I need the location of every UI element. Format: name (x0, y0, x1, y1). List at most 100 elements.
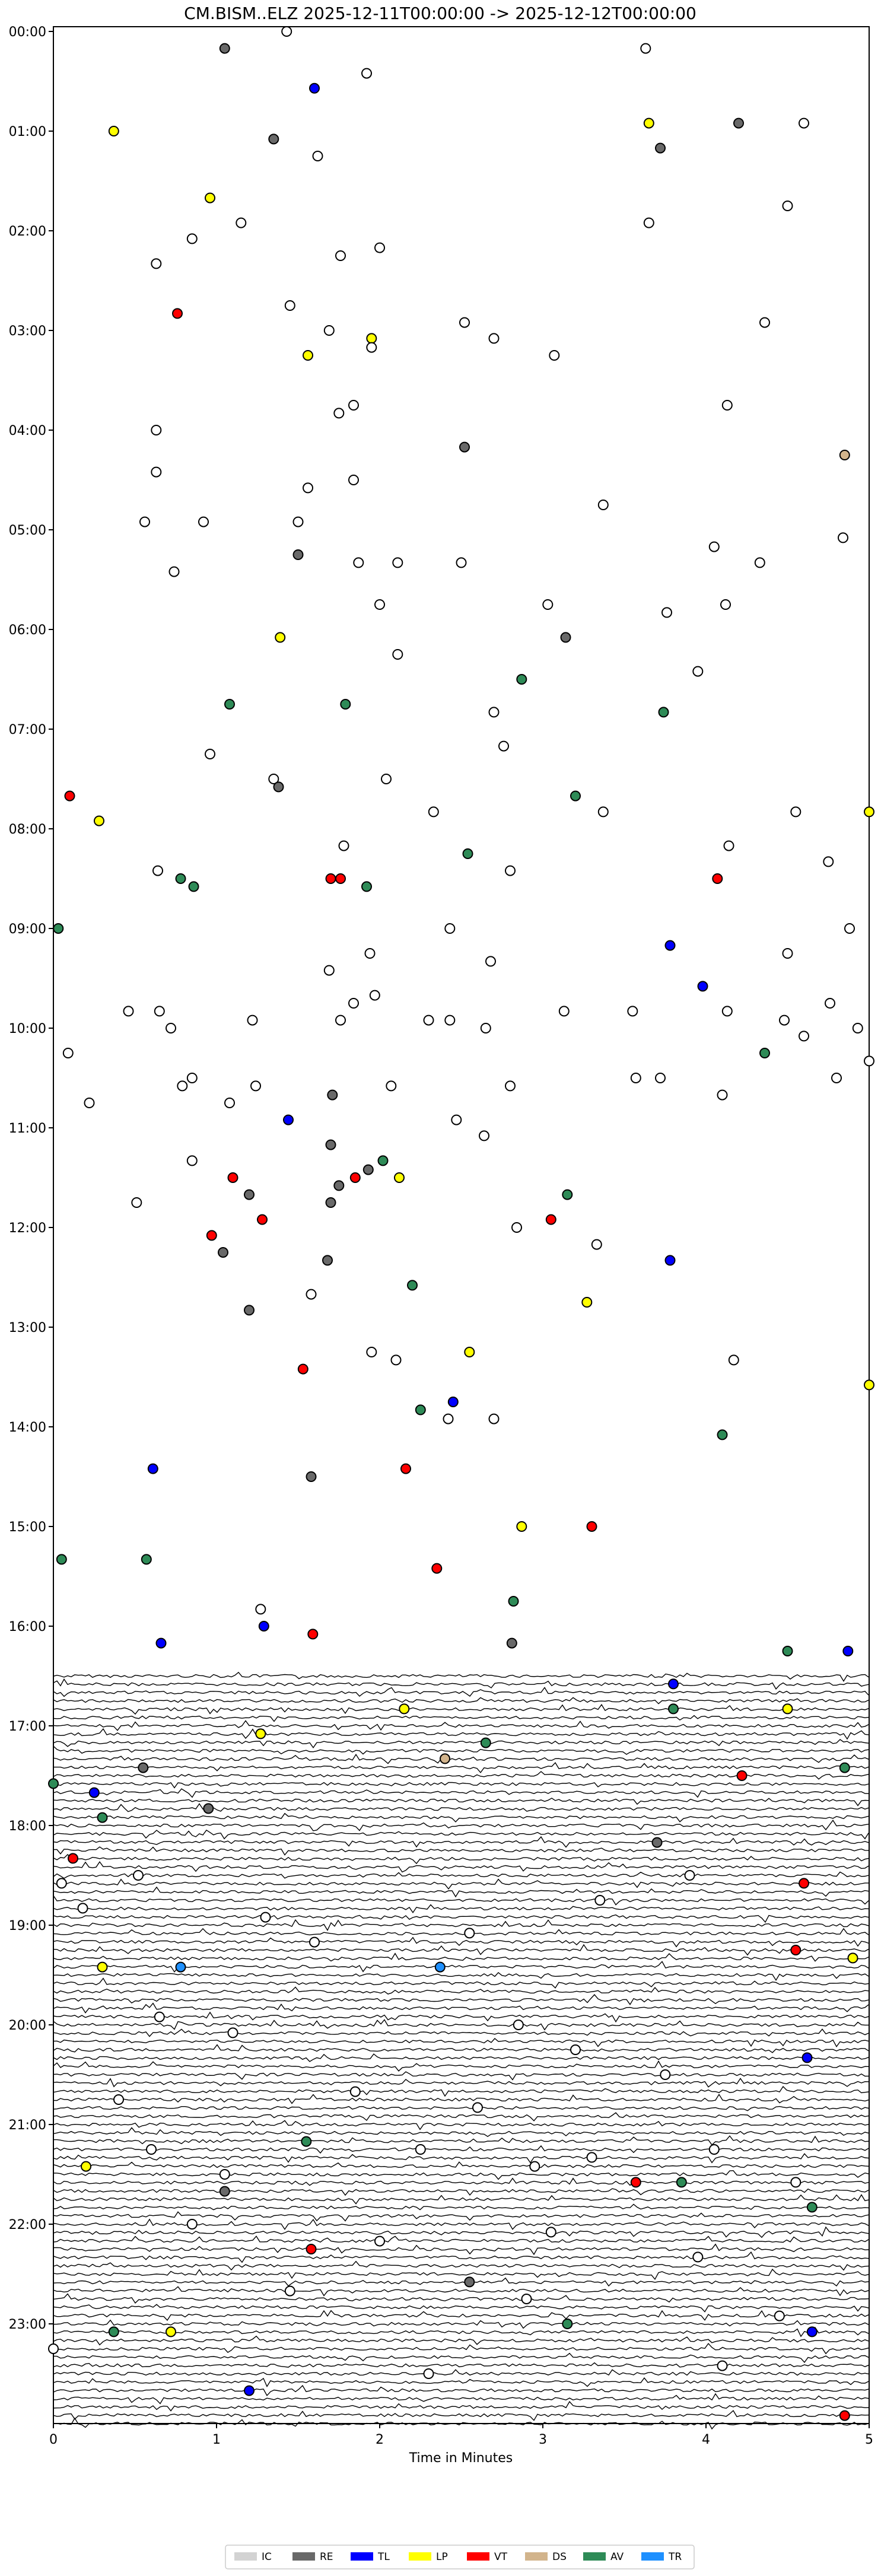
y-tick-label: 13:00 (9, 1321, 46, 1335)
waveform-trace (53, 2044, 869, 2053)
y-tick-label: 05:00 (9, 523, 46, 538)
event-marker-av (175, 873, 186, 884)
legend-label-tr: TR (668, 2551, 682, 2563)
waveform-trace (53, 2038, 869, 2048)
waveform-trace (53, 2135, 869, 2146)
x-axis-label: Time in Minutes (409, 2451, 513, 2466)
waveform-trace (53, 1928, 869, 1936)
event-marker-ic (488, 1413, 500, 1424)
waveform-trace (53, 2218, 869, 2230)
event-marker-ic (392, 557, 403, 568)
waveform-trace (53, 1771, 869, 1780)
event-marker-ic (594, 1895, 606, 1906)
event-marker-av (839, 1762, 850, 1773)
legend-swatch-re (292, 2552, 315, 2561)
x-tick-label: 3 (539, 2432, 547, 2447)
waveform-trace (53, 2028, 869, 2037)
y-tick-label: 04:00 (9, 424, 46, 438)
event-marker-av (377, 1155, 389, 1166)
waveform-trace (53, 1977, 869, 1989)
event-marker-ic (790, 2177, 802, 2188)
waveform-trace (53, 1678, 869, 1690)
event-marker-vt (257, 1214, 268, 1225)
event-marker-ic (146, 2144, 157, 2155)
waveform-trace (53, 2019, 869, 2031)
event-marker-vt (839, 2410, 850, 2421)
waveform-trace (53, 2277, 869, 2287)
event-marker-vt (586, 1521, 597, 1532)
waveform-trace (53, 2251, 869, 2263)
event-marker-ic (717, 2360, 728, 2371)
waveform-trace (53, 1904, 869, 1914)
waveform-trace (53, 1798, 869, 1807)
waveform-trace (53, 2286, 869, 2297)
y-tick-label: 08:00 (9, 822, 46, 837)
waveform-trace (53, 2112, 869, 2122)
x-tick-label: 2 (376, 2432, 384, 2447)
event-marker-tr (434, 1961, 446, 1973)
event-marker-vt (64, 790, 75, 802)
event-marker-lp (864, 806, 874, 818)
y-tick-label: 11:00 (9, 1121, 46, 1136)
event-marker-ic (597, 806, 609, 818)
event-marker-re (138, 1762, 149, 1773)
legend-label-lp: LP (436, 2551, 448, 2563)
waveform-trace (53, 2335, 869, 2346)
event-marker-ic (198, 516, 209, 527)
y-tick-label: 19:00 (9, 1919, 46, 1933)
waveform-trace (53, 2053, 869, 2062)
event-marker-ic (227, 2027, 238, 2038)
event-marker-ic (123, 1006, 134, 1017)
event-marker-lp (581, 1297, 593, 1308)
event-marker-ic (349, 2086, 361, 2097)
event-marker-ic (545, 2227, 556, 2238)
event-marker-ic (323, 325, 335, 336)
event-marker-av (188, 881, 199, 892)
waveform-trace (53, 1819, 869, 1831)
event-marker-lp (166, 2326, 176, 2338)
event-marker-lp (394, 1172, 405, 1183)
event-marker-ic (152, 865, 163, 876)
event-marker-ic (823, 856, 834, 867)
event-marker-av (806, 2202, 818, 2213)
event-marker-av (562, 2319, 573, 2329)
y-tick-label: 09:00 (9, 922, 46, 937)
chart-title: CM.BISM..ELZ 2025-12-11T00:00:00 -> 2025… (184, 4, 696, 23)
y-tick-label: 12:00 (9, 1221, 46, 1236)
event-marker-ic (186, 1155, 198, 1166)
event-marker-av (53, 923, 64, 934)
event-marker-re (327, 1089, 338, 1101)
event-marker-av (108, 2326, 119, 2338)
waveform-trace (53, 2085, 869, 2097)
event-marker-ic (386, 1080, 397, 1092)
waveform-trace (53, 2268, 869, 2281)
waveform-trace (53, 1739, 869, 1749)
event-marker-ic (549, 350, 560, 361)
event-marker-ic (166, 1023, 176, 1033)
event-marker-ic (570, 2044, 581, 2055)
legend-label-vt: VT (494, 2551, 508, 2563)
event-marker-re (268, 133, 279, 145)
event-marker-ic (513, 2020, 524, 2030)
event-marker-ic (708, 2144, 720, 2155)
waveform-trace (53, 2417, 869, 2430)
y-tick-label: 20:00 (9, 2018, 46, 2033)
event-marker-ic (236, 217, 247, 228)
event-marker-av (782, 1646, 793, 1656)
waveform-trace (53, 2362, 869, 2368)
waveform-trace (53, 2188, 869, 2196)
waveform-trace (53, 2260, 869, 2271)
event-marker-re (325, 1139, 336, 1150)
event-marker-vt (325, 873, 336, 884)
event-marker-ic (505, 1080, 516, 1092)
waveform-trace (53, 2194, 869, 2205)
y-tick-label: 22:00 (9, 2218, 46, 2232)
event-marker-re (560, 632, 571, 643)
event-marker-lp (366, 333, 377, 344)
event-marker-vt (736, 1770, 748, 1781)
waveform-trace (53, 1894, 869, 1906)
event-marker-vt (545, 1214, 556, 1225)
event-marker-ic (333, 408, 345, 419)
event-marker-tl (664, 940, 676, 951)
event-marker-re (655, 142, 666, 154)
